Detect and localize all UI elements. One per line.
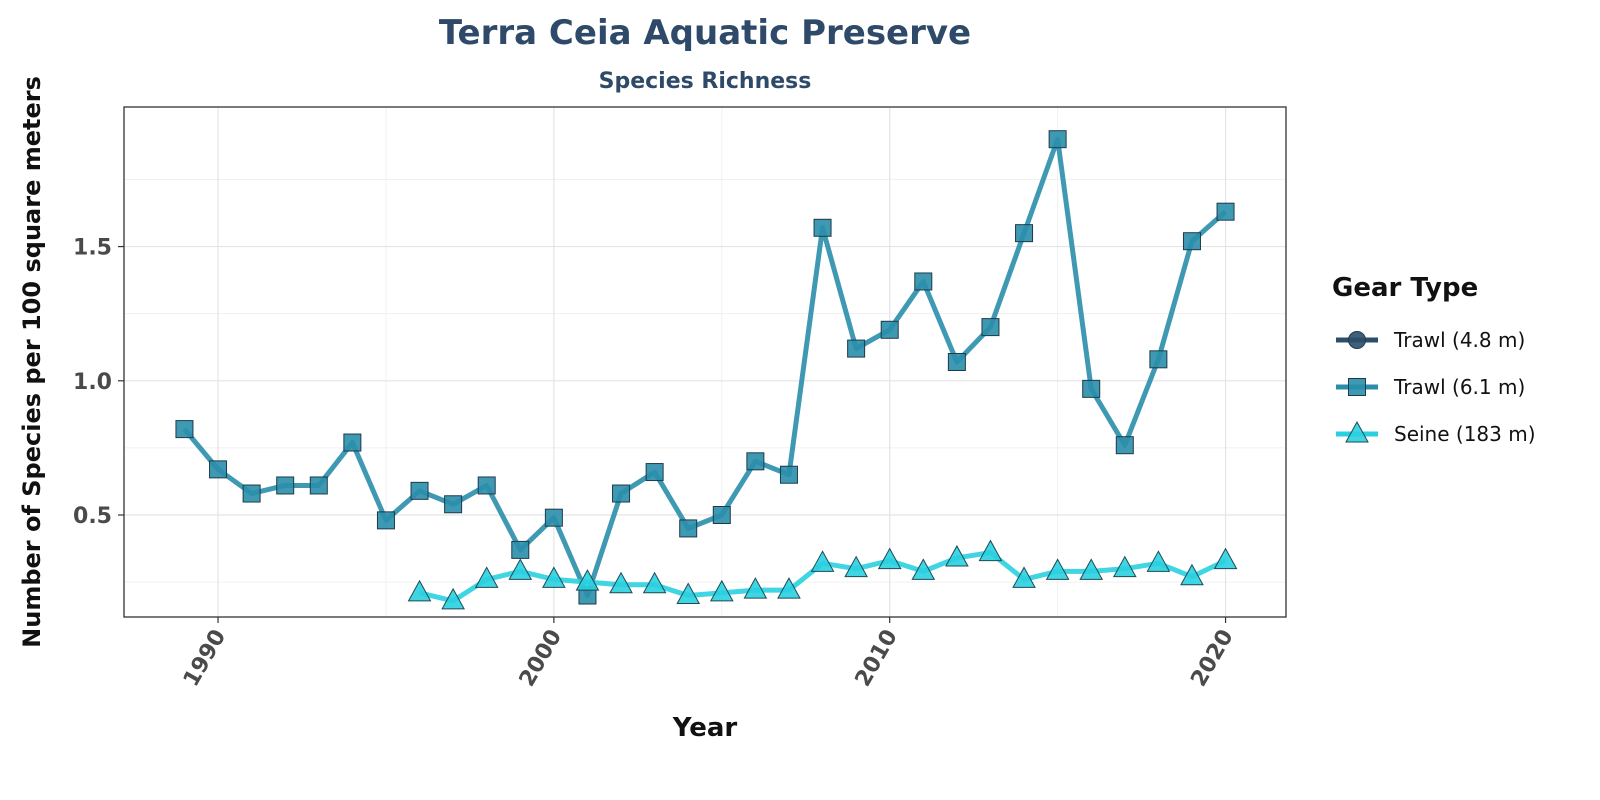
data-point bbox=[544, 508, 563, 527]
data-point bbox=[712, 506, 731, 524]
data-point bbox=[612, 484, 631, 503]
data-point bbox=[645, 463, 664, 482]
data-point bbox=[847, 339, 866, 358]
data-point bbox=[813, 218, 832, 237]
data-point bbox=[642, 571, 667, 594]
y-tick-label: 1.0 bbox=[73, 370, 112, 395]
legend-label: Trawl (4.8 m) bbox=[1393, 328, 1525, 352]
data-point bbox=[1048, 130, 1067, 149]
plot-border bbox=[123, 106, 1287, 618]
x-axis-title: Year bbox=[672, 713, 738, 743]
data-point bbox=[1149, 350, 1168, 369]
legend-marker bbox=[1348, 331, 1366, 349]
data-point bbox=[844, 555, 868, 578]
legend-title: Gear Type bbox=[1332, 273, 1478, 303]
legend-marker bbox=[1345, 420, 1369, 443]
series-line bbox=[182, 136, 1228, 599]
x-tick-label: 2000 bbox=[515, 626, 567, 692]
data-point bbox=[575, 569, 600, 591]
x-tick-label: 1990 bbox=[179, 626, 231, 692]
data-point bbox=[410, 481, 429, 500]
data-point bbox=[1045, 558, 1070, 580]
data-point bbox=[1015, 224, 1034, 243]
y-tick-label: 0.5 bbox=[73, 504, 112, 529]
data-point bbox=[407, 579, 432, 602]
data-point bbox=[441, 587, 465, 610]
data-point bbox=[1180, 563, 1204, 586]
data-point bbox=[309, 476, 328, 495]
data-point bbox=[1146, 550, 1171, 572]
chart-subtitle: Species Richness bbox=[599, 69, 812, 94]
series-triangle bbox=[407, 539, 1238, 610]
data-point bbox=[1216, 202, 1235, 221]
data-point bbox=[911, 558, 936, 580]
data-point bbox=[1115, 436, 1134, 455]
data-point bbox=[945, 544, 969, 567]
legend: Gear Type Trawl (4.8 m) Trawl (6.1 m) Sein… bbox=[1332, 273, 1536, 446]
y-axis-title: Number of Species per 100 square meters bbox=[18, 76, 46, 648]
legend-item: Trawl (6.1 m) bbox=[1336, 375, 1525, 399]
data-point bbox=[1182, 232, 1201, 251]
y-axis: 0.5 1.0 1.5 bbox=[73, 236, 124, 529]
data-point bbox=[880, 320, 899, 339]
legend-item: Trawl (4.8 m) bbox=[1336, 328, 1525, 352]
data-point bbox=[676, 582, 701, 605]
data-point bbox=[1079, 558, 1104, 580]
data-point bbox=[242, 484, 261, 503]
data-point bbox=[542, 566, 566, 588]
y-tick-label: 1.5 bbox=[73, 236, 112, 261]
data-point bbox=[511, 540, 530, 559]
data-point bbox=[444, 495, 463, 514]
data-point bbox=[779, 465, 798, 484]
data-point bbox=[709, 579, 734, 602]
data-point bbox=[743, 577, 768, 599]
legend-marker bbox=[1348, 378, 1366, 396]
legend-label: Seine (183 m) bbox=[1394, 422, 1536, 446]
legend-label: Trawl (6.1 m) bbox=[1393, 375, 1525, 399]
data-point bbox=[1112, 555, 1137, 578]
plot-area bbox=[123, 106, 1287, 618]
data-point bbox=[810, 550, 835, 572]
x-axis: 1990 2000 2010 2020 bbox=[179, 617, 1239, 691]
data-point bbox=[746, 452, 765, 471]
data-point bbox=[947, 353, 966, 371]
data-point bbox=[276, 476, 295, 495]
series-square bbox=[175, 130, 1235, 605]
data-point bbox=[343, 433, 362, 452]
x-tick-label: 2010 bbox=[851, 626, 903, 692]
data-point bbox=[376, 511, 395, 530]
data-point bbox=[477, 476, 496, 495]
data-point bbox=[474, 566, 499, 588]
data-point bbox=[1082, 379, 1101, 398]
data-point bbox=[1213, 547, 1238, 570]
data-point bbox=[508, 558, 533, 580]
data-point bbox=[209, 460, 228, 479]
data-point bbox=[1012, 566, 1036, 588]
data-point bbox=[978, 539, 1003, 562]
data-point bbox=[914, 272, 933, 291]
data-point bbox=[981, 318, 1000, 337]
legend-item: Seine (183 m) bbox=[1336, 420, 1536, 446]
chart-title: Terra Ceia Aquatic Preserve bbox=[439, 13, 971, 53]
data-point bbox=[175, 420, 194, 439]
data-point bbox=[609, 571, 633, 594]
data-point bbox=[877, 547, 902, 570]
data-point bbox=[777, 577, 801, 599]
data-point bbox=[679, 519, 698, 538]
x-tick-label: 2020 bbox=[1186, 626, 1238, 692]
